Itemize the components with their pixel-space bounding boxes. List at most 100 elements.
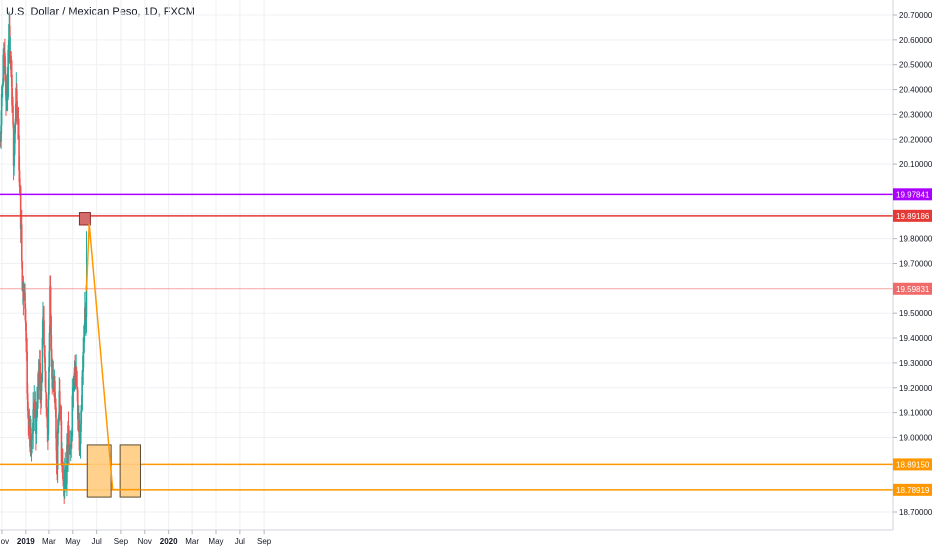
- x-tick-label: Jul: [235, 537, 245, 546]
- x-tick-label: Mar: [185, 537, 199, 546]
- candle-body: [8, 25, 11, 64]
- candle-body: [36, 399, 39, 402]
- candle-body: [50, 349, 53, 367]
- candle-body: [41, 373, 43, 382]
- level-orange-2-badge-label: 18.78919: [896, 486, 930, 495]
- candle-body: [27, 410, 30, 420]
- y-tick-label: 19.20000: [899, 384, 932, 393]
- candle-body: [45, 392, 48, 408]
- candle-body: [1, 84, 4, 88]
- candle-body: [84, 307, 87, 320]
- y-tick-label: 19.30000: [899, 359, 932, 368]
- y-tick-label: 20.40000: [899, 86, 932, 95]
- x-tick-label: Jul: [92, 537, 102, 546]
- candle-body: [5, 94, 8, 101]
- candle-body: [67, 425, 69, 459]
- candle-body: [7, 40, 10, 51]
- candle-body: [82, 352, 85, 372]
- candle-body: [69, 444, 71, 447]
- candle-body: [85, 317, 87, 320]
- candle-body: [45, 407, 48, 411]
- candle-body: [31, 433, 34, 436]
- x-tick-label: Mar: [42, 537, 56, 546]
- candle-body: [25, 341, 28, 352]
- candle-body: [36, 401, 38, 413]
- candle-body: [51, 375, 54, 388]
- candle-body: [50, 316, 52, 350]
- candle-body: [83, 329, 86, 342]
- candle-body: [69, 443, 72, 445]
- y-tick-label: 19.80000: [899, 235, 932, 244]
- candle-body: [34, 408, 37, 410]
- candle-body: [56, 429, 59, 470]
- candle-body: [70, 435, 73, 444]
- candle-body: [0, 125, 2, 142]
- level-purple-badge: [893, 188, 932, 201]
- target-zone-box[interactable]: [86, 444, 112, 498]
- candle-body: [57, 414, 60, 426]
- candle-body: [52, 375, 55, 378]
- x-tick-label: Sep: [114, 537, 129, 546]
- candle-body: [59, 391, 61, 407]
- candle-body: [37, 374, 39, 400]
- candle-body: [11, 75, 13, 106]
- candle-body: [48, 366, 50, 395]
- candle-body: [10, 65, 13, 76]
- projection-path-line[interactable]: [85, 223, 141, 491]
- candle-body: [41, 337, 44, 374]
- candle-body: [46, 410, 49, 429]
- candle-body: [10, 51, 12, 66]
- y-tick-label: 19.70000: [899, 260, 932, 269]
- candle-body: [13, 133, 16, 155]
- y-tick-label: 20.60000: [899, 36, 932, 45]
- candle-body: [55, 438, 58, 461]
- candle-body: [26, 393, 29, 411]
- candle-body: [23, 295, 25, 299]
- candle-body: [44, 357, 46, 371]
- target-zone-box[interactable]: [119, 444, 141, 498]
- candle-body: [42, 317, 44, 338]
- candle-body: [79, 431, 82, 443]
- candle-body: [14, 121, 17, 134]
- candle-body: [54, 380, 56, 404]
- candle-body: [0, 94, 3, 126]
- candle-body: [76, 386, 79, 391]
- y-tick-label: 20.30000: [899, 110, 932, 119]
- candle-body: [20, 224, 23, 262]
- candle-body: [7, 50, 9, 98]
- candle-body: [61, 448, 64, 463]
- candle-body: [33, 402, 36, 418]
- candle-body: [39, 363, 42, 391]
- price-axis[interactable]: 20.70000 20.60000 20.50000 20.40000 20.30000…: [893, 11, 932, 517]
- candle-body: [42, 317, 45, 321]
- candle-body: [32, 409, 34, 434]
- candle-body: [80, 410, 83, 412]
- candle-body: [5, 82, 7, 101]
- horizontal-levels: [0, 193, 893, 491]
- level-purple-badge-label: 19.97841: [896, 190, 930, 199]
- x-tick-label: Sep: [257, 537, 272, 546]
- candle-body: [12, 105, 14, 125]
- candle-body: [47, 394, 50, 435]
- candle-body: [60, 420, 63, 465]
- candle-body: [18, 135, 20, 171]
- level-current-badge: [893, 282, 932, 295]
- candle-body: [82, 341, 85, 353]
- candle-body: [57, 425, 59, 430]
- y-tick-label: 18.70000: [899, 508, 932, 517]
- time-axis[interactable]: Nov 2019 Mar May Jul Sep Nov 2020 Mar May Jul Sep: [0, 530, 272, 546]
- level-red-badge-label: 19.89186: [896, 212, 930, 221]
- candle-body: [24, 308, 27, 323]
- y-tick-label: 19.10000: [899, 409, 932, 418]
- level-orange-1-badge-label: 18.89150: [896, 460, 930, 469]
- y-tick-label: 19.50000: [899, 309, 932, 318]
- candle-body: [68, 446, 71, 450]
- candle-body: [67, 425, 70, 431]
- candle-body: [13, 154, 15, 166]
- candle-body: [59, 406, 62, 409]
- candle-body: [44, 370, 47, 393]
- resistance-zone-box[interactable]: [78, 212, 91, 226]
- candle-body: [40, 381, 43, 400]
- candle-body: [31, 435, 33, 440]
